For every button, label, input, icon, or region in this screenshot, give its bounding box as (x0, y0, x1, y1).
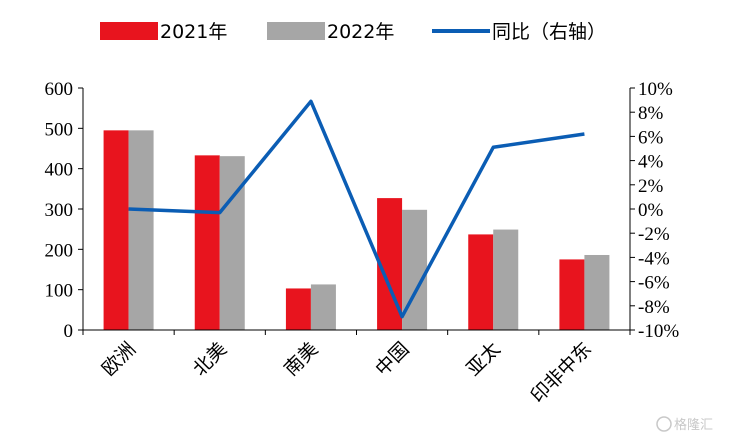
x-tick-label-3: 中国 (371, 338, 413, 380)
x-tick-label-1: 北美 (189, 338, 231, 380)
glh-logo-icon (656, 416, 672, 432)
bar-1-2 (310, 284, 336, 330)
y-tick-label-right-3: -4% (638, 248, 670, 269)
line-series-0 (128, 99, 585, 319)
legend: 2021年 2022年 同比（右轴） (100, 21, 606, 43)
legend-label-2: 同比（右轴） (492, 21, 606, 43)
y-tick-label-left-2: 200 (45, 240, 74, 261)
x-tick-label-0: 欧洲 (98, 338, 140, 380)
legend-swatch-0 (100, 22, 158, 40)
y-tick-label-left-4: 400 (45, 160, 74, 181)
y-tick-label-left-1: 100 (45, 281, 74, 302)
line-layer (128, 99, 585, 319)
bar-1-5 (584, 254, 610, 330)
y-tick-label-right-2: -6% (638, 273, 670, 294)
bar-0-4 (468, 234, 494, 330)
axes-layer: 0 100 200 300 400 500 600 -10% -8% -6% -4% -2% 0% 2% 4… (45, 79, 680, 407)
bar-1-4 (493, 229, 519, 330)
legend-swatch-1 (267, 22, 325, 40)
y-tick-label-right-1: -8% (638, 297, 670, 318)
y-tick-label-right-7: 4% (638, 152, 664, 173)
y-tick-label-right-10: 10% (638, 79, 673, 100)
y-tick-label-right-4: -2% (638, 224, 670, 245)
y-tick-label-right-9: 8% (638, 103, 664, 124)
bar-1-1 (219, 156, 245, 330)
y-tick-label-right-0: -10% (638, 321, 679, 342)
bars-layer (103, 130, 610, 330)
x-tick-label-5: 印非中东 (527, 338, 596, 407)
y-tick-label-right-8: 6% (638, 127, 664, 148)
y-tick-label-right-5: 0% (638, 200, 664, 221)
bar-0-5 (559, 259, 585, 330)
watermark: 格隆汇 (656, 416, 713, 433)
x-tick-label-2: 南美 (280, 338, 322, 380)
watermark-text: 格隆汇 (674, 417, 713, 433)
x-tick-label-4: 亚太 (462, 338, 504, 380)
legend-label-0: 2021年 (160, 21, 227, 43)
legend-label-1: 2022年 (327, 21, 394, 43)
bar-0-1 (194, 155, 220, 330)
bar-0-0 (103, 130, 129, 330)
y-tick-label-right-6: 2% (638, 176, 664, 197)
y-tick-label-left-6: 600 (45, 79, 74, 100)
bar-1-0 (128, 130, 154, 330)
y-tick-label-left-3: 300 (45, 200, 74, 221)
y-tick-label-left-5: 500 (45, 119, 74, 140)
bar-0-2 (285, 288, 311, 330)
y-tick-label-left-0: 0 (64, 321, 74, 342)
